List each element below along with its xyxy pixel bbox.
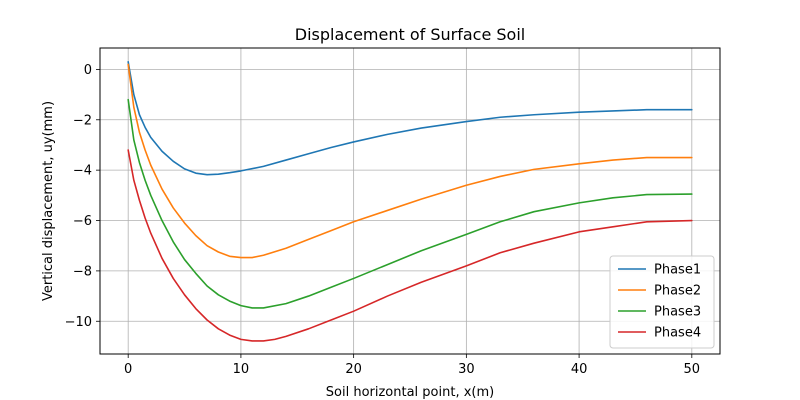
plot-area-frame xyxy=(99,47,721,355)
y-axis-label: Vertical displacement, uy(mm) xyxy=(41,101,56,301)
y-tick-label: −4 xyxy=(73,164,92,179)
series-line-phase4 xyxy=(127,149,693,342)
series-line-phase3 xyxy=(127,98,693,309)
x-axis-label: Soil horizontal point, x(m) xyxy=(326,385,494,400)
y-tick-label: −2 xyxy=(73,113,92,128)
legend: Phase1 Phase2 Phase3 Phase4 xyxy=(609,255,715,349)
x-tick-label: 10 xyxy=(233,362,250,377)
legend-label-phase2: Phase2 xyxy=(654,284,701,299)
chart-title: Displacement of Surface Soil xyxy=(295,25,525,44)
axis-ticks: 0 10 20 30 40 50 0 −2 −4 −6 −8 −10 xyxy=(65,63,701,377)
x-tick-label: 40 xyxy=(571,362,588,377)
y-tick-label: −10 xyxy=(65,315,92,330)
series-line-phase1 xyxy=(127,61,693,176)
legend-label-phase4: Phase4 xyxy=(654,326,701,341)
legend-box xyxy=(609,255,715,349)
series-lines xyxy=(127,61,693,342)
y-tick-label: 0 xyxy=(84,63,92,78)
legend-label-phase1: Phase1 xyxy=(654,263,701,278)
x-tick-label: 20 xyxy=(345,362,362,377)
legend-label-phase3: Phase3 xyxy=(654,305,701,320)
x-tick-label: 0 xyxy=(124,362,132,377)
series-line-phase2 xyxy=(127,63,693,259)
y-tick-label: −6 xyxy=(73,214,92,229)
x-tick-label: 30 xyxy=(458,362,475,377)
y-tick-label: −8 xyxy=(73,264,92,279)
x-tick-label: 50 xyxy=(684,362,701,377)
